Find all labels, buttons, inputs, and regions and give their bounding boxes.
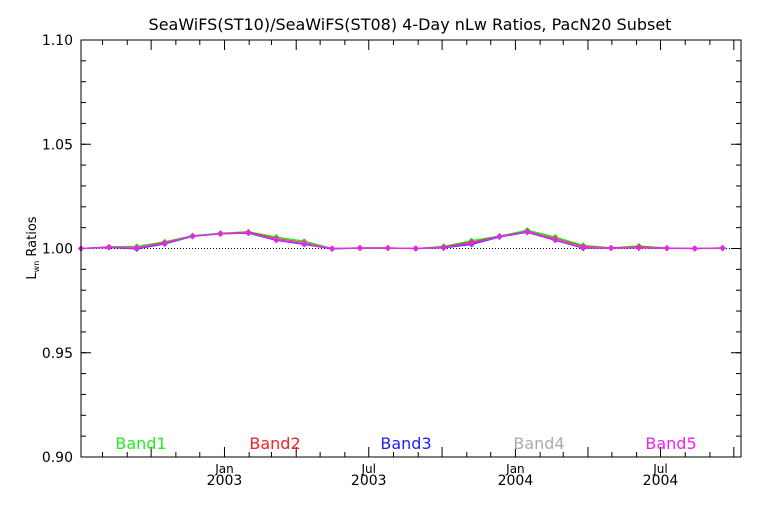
series-point-band5 xyxy=(273,236,280,243)
series-point-band5 xyxy=(691,245,698,252)
x-tick-label-month: Jan xyxy=(505,462,525,476)
series-point-band5 xyxy=(161,240,168,247)
series-point-band5 xyxy=(105,244,113,251)
series-point-band5 xyxy=(328,245,336,252)
series-point-band5 xyxy=(719,244,726,252)
series-point-band5 xyxy=(580,244,587,251)
x-tick-label-month: Jan xyxy=(214,462,234,476)
legend-entry-band1: Band1 xyxy=(115,434,166,453)
y-axis-label: Lwn Ratios xyxy=(25,216,41,279)
series-point-band5 xyxy=(524,228,531,235)
series-point-band5 xyxy=(552,236,559,243)
series-point-band5 xyxy=(217,230,224,238)
series-point-band5 xyxy=(663,245,670,252)
y-axis-label-rest: Ratios xyxy=(25,216,40,261)
series-point-band5 xyxy=(412,245,419,252)
series-point-band5 xyxy=(468,240,475,247)
x-tick-label-year: 2003 xyxy=(351,473,387,489)
y-axis-label-main: L xyxy=(25,272,40,280)
plot-area: 0.900.951.001.051.10Jan2003Jul2003Jan200… xyxy=(42,33,742,489)
svg-text:Lwn Ratios: Lwn Ratios xyxy=(25,216,41,279)
series-point-band5 xyxy=(189,232,196,240)
y-tick-label: 1.05 xyxy=(42,137,73,153)
plot-frame xyxy=(80,39,742,458)
y-axis-label-subscript: wn xyxy=(32,261,41,273)
y-tick-label: 1.00 xyxy=(42,242,73,258)
legend-entry-band3: Band3 xyxy=(380,434,431,453)
series-point-band5 xyxy=(635,244,643,251)
x-tick-label-year: 2004 xyxy=(643,473,679,489)
x-tick-label-year: 2004 xyxy=(498,473,534,489)
chart-title: SeaWiFS(ST10)/SeaWiFS(ST08) 4-Day nLw Ra… xyxy=(149,15,672,34)
series-line-band5 xyxy=(80,231,723,250)
series-point-band5 xyxy=(356,244,364,252)
legend-entry-band4: Band4 xyxy=(513,434,564,453)
series-point-band5 xyxy=(301,240,308,248)
y-tick-label: 0.95 xyxy=(42,346,73,362)
y-tick-label: 1.10 xyxy=(42,33,73,49)
x-tick-label-year: 2003 xyxy=(207,473,243,489)
x-tick-label-month: Jul xyxy=(361,462,376,476)
y-tick-label: 0.90 xyxy=(42,450,73,466)
x-tick-label-month: Jul xyxy=(652,462,667,476)
series-point-band5 xyxy=(245,229,252,236)
series-point-band5 xyxy=(607,244,615,252)
series-point-band5 xyxy=(496,233,503,240)
series-point-band5 xyxy=(384,244,391,252)
series-point-band5 xyxy=(133,245,140,252)
series-point-band5 xyxy=(440,244,447,251)
legend-entry-band2: Band2 xyxy=(249,434,300,453)
legend-entry-band5: Band5 xyxy=(645,434,696,453)
